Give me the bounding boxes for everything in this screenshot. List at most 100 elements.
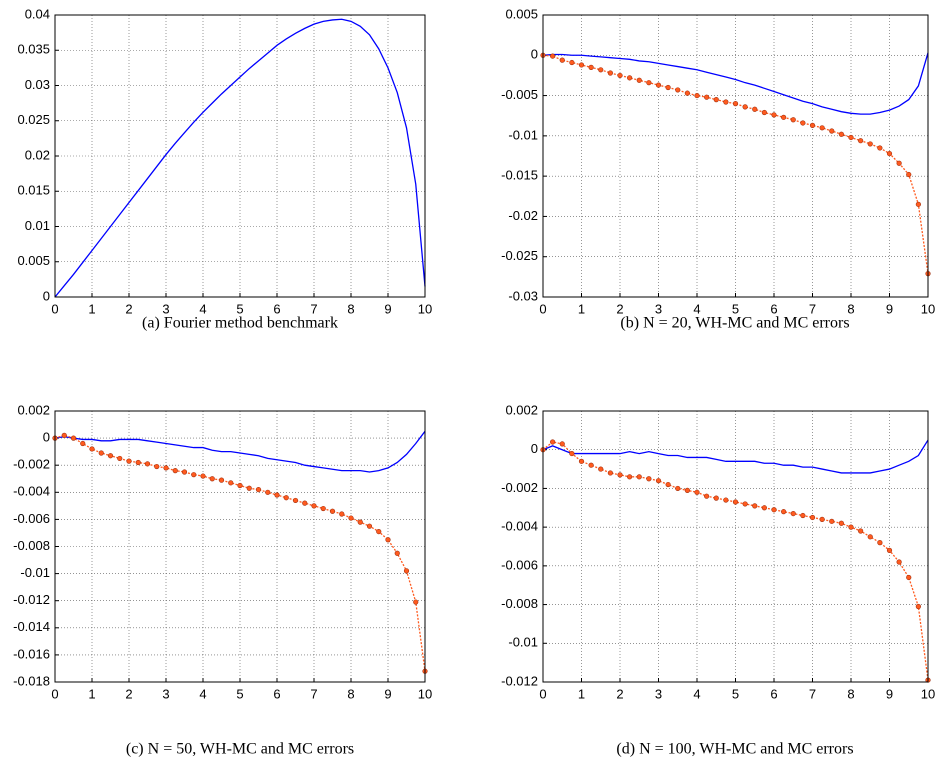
x-tick-label: 10: [921, 301, 935, 316]
marker: [588, 64, 594, 70]
marker: [80, 440, 86, 447]
x-tick-label: 8: [847, 686, 854, 701]
y-tick-label: 0.03: [25, 77, 50, 92]
marker: [896, 559, 902, 565]
marker: [732, 101, 739, 107]
x-tick-label: 9: [384, 301, 391, 316]
axes-box: [54, 410, 426, 683]
x-tick-label: 10: [418, 301, 432, 316]
x-tick-label: 7: [809, 301, 816, 316]
marker: [819, 125, 825, 131]
series-line: [542, 439, 929, 474]
marker: [752, 106, 758, 112]
marker: [135, 459, 141, 466]
marker: [723, 99, 729, 105]
y-tick-label: 0.02: [25, 147, 50, 162]
x-tick-label: 0: [539, 686, 546, 701]
marker: [302, 500, 308, 506]
marker: [877, 540, 883, 546]
marker: [858, 528, 864, 534]
marker: [627, 474, 633, 480]
x-tick-label: 5: [732, 686, 739, 701]
marker: [896, 160, 902, 166]
marker: [598, 67, 604, 73]
marker: [655, 478, 662, 484]
marker: [607, 470, 613, 476]
marker: [781, 509, 787, 515]
marker: [732, 499, 739, 505]
y-tick-label: -0.016: [13, 646, 50, 661]
axes-box: [54, 14, 426, 298]
x-tick-label: 3: [655, 686, 662, 701]
y-tick-label: -0.015: [501, 168, 538, 183]
y-tick-label: -0.012: [13, 592, 50, 607]
marker: [713, 96, 719, 103]
marker: [713, 495, 719, 501]
marker: [550, 53, 556, 59]
y-tick-label: -0.01: [508, 127, 538, 142]
series-line: [54, 18, 426, 298]
marker: [311, 503, 317, 509]
marker: [329, 508, 336, 514]
y-tick-label: -0.01: [20, 565, 50, 580]
marker: [906, 574, 912, 581]
marker: [107, 453, 114, 459]
marker: [89, 446, 95, 452]
marker: [684, 487, 690, 493]
x-tick-label: 8: [347, 686, 354, 701]
x-tick-label: 1: [578, 301, 585, 316]
marker: [636, 77, 642, 83]
marker: [265, 489, 271, 495]
marker: [569, 450, 575, 457]
x-tick-label: 0: [539, 301, 546, 316]
marker: [790, 117, 796, 123]
x-tick-label: 1: [88, 301, 95, 316]
marker: [255, 486, 262, 493]
y-tick-label: 0: [43, 288, 50, 303]
y-tick-label: -0.02: [508, 208, 538, 223]
marker: [761, 505, 767, 511]
marker: [636, 474, 642, 480]
y-tick-label: -0.004: [13, 484, 50, 499]
x-tick-label: 1: [88, 686, 95, 701]
series-line: [542, 54, 929, 274]
x-tick-label: 6: [273, 686, 280, 701]
marker: [70, 435, 77, 441]
marker: [413, 599, 419, 605]
x-tick-label: 4: [199, 301, 206, 316]
marker: [385, 537, 391, 543]
marker: [742, 104, 748, 110]
marker: [742, 501, 748, 507]
marker: [617, 72, 623, 79]
marker: [915, 201, 921, 207]
marker: [646, 80, 652, 86]
caption: (c) N = 50, WH-MC and MC errors: [126, 741, 354, 758]
marker: [98, 450, 104, 456]
x-tick-label: 8: [347, 301, 354, 316]
y-tick-label: 0.002: [505, 402, 538, 417]
marker: [559, 441, 565, 447]
marker: [627, 75, 633, 81]
y-tick-label: -0.004: [501, 519, 538, 534]
marker: [781, 114, 787, 120]
y-tick-label: -0.006: [501, 557, 538, 572]
y-tick-label: 0.005: [17, 253, 50, 268]
caption: (d) N = 100, WH-MC and MC errors: [616, 741, 853, 758]
y-tick-label: 0.025: [17, 112, 50, 127]
caption: (a) Fourier method benchmark: [142, 315, 338, 332]
series-line: [54, 434, 426, 672]
marker: [578, 458, 585, 464]
y-tick-label: -0.005: [501, 87, 538, 102]
marker: [181, 469, 188, 475]
marker: [163, 465, 169, 471]
y-tick-label: 0.002: [17, 402, 50, 417]
marker: [376, 528, 382, 535]
marker: [829, 518, 835, 524]
marker: [246, 485, 252, 491]
y-tick-label: -0.014: [13, 619, 50, 634]
marker: [848, 134, 854, 141]
marker: [126, 458, 132, 464]
marker: [886, 150, 893, 157]
marker: [366, 523, 373, 529]
x-tick-label: 3: [162, 686, 169, 701]
